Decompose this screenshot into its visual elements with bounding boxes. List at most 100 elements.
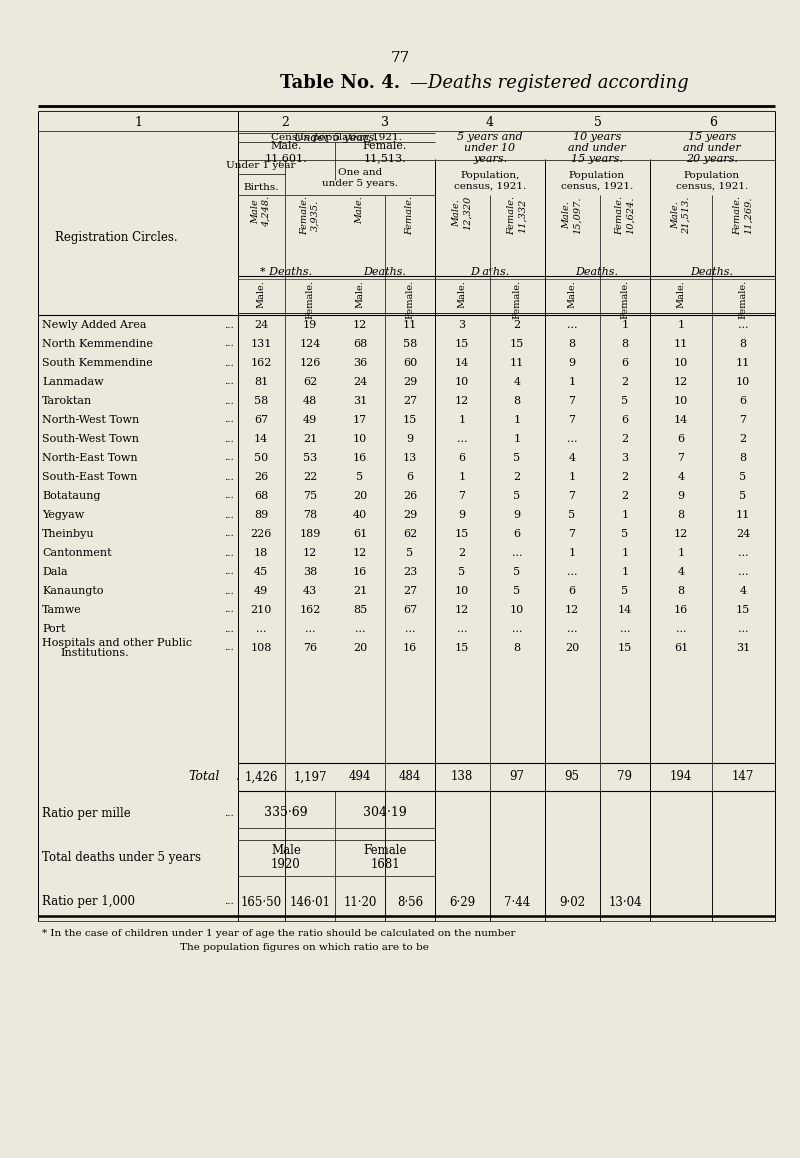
Text: 20: 20 bbox=[353, 491, 367, 501]
Text: 16: 16 bbox=[674, 604, 688, 615]
Text: Male.: Male. bbox=[257, 280, 266, 308]
Text: 5: 5 bbox=[622, 529, 629, 538]
Text: ...: ... bbox=[512, 624, 522, 633]
Text: 7·44: 7·44 bbox=[504, 895, 530, 909]
Text: 11: 11 bbox=[736, 358, 750, 368]
Text: 14: 14 bbox=[254, 434, 268, 444]
Text: 14: 14 bbox=[618, 604, 632, 615]
Text: Ratio per mille: Ratio per mille bbox=[42, 806, 130, 820]
Text: 13: 13 bbox=[403, 453, 417, 463]
Text: 20 years.: 20 years. bbox=[686, 154, 738, 164]
Text: 10: 10 bbox=[674, 396, 688, 406]
Text: 43: 43 bbox=[303, 586, 317, 596]
Text: 62: 62 bbox=[403, 529, 417, 538]
Text: 5: 5 bbox=[514, 586, 521, 596]
Text: ...: ... bbox=[224, 606, 234, 615]
Text: Population: Population bbox=[684, 171, 740, 181]
Text: 2: 2 bbox=[622, 378, 629, 387]
Text: ...: ... bbox=[457, 624, 467, 633]
Text: Institutions.: Institutions. bbox=[60, 648, 129, 658]
Text: 67: 67 bbox=[254, 415, 268, 425]
Text: ...: ... bbox=[224, 454, 234, 462]
Text: 8: 8 bbox=[739, 339, 746, 349]
Text: 7: 7 bbox=[678, 453, 685, 463]
Text: Female: Female bbox=[363, 844, 406, 858]
Text: 226: 226 bbox=[250, 529, 272, 538]
Text: 1681: 1681 bbox=[370, 858, 400, 872]
Text: Registration Circles.: Registration Circles. bbox=[55, 232, 178, 244]
Text: ...: ... bbox=[676, 624, 686, 633]
Text: 1: 1 bbox=[622, 510, 629, 520]
Text: 11: 11 bbox=[736, 510, 750, 520]
Text: 49: 49 bbox=[303, 415, 317, 425]
Text: 26: 26 bbox=[254, 472, 268, 482]
Text: 89: 89 bbox=[254, 510, 268, 520]
Text: 146·01: 146·01 bbox=[290, 895, 330, 909]
Text: 40: 40 bbox=[353, 510, 367, 520]
Text: ...: ... bbox=[738, 624, 748, 633]
Text: 58: 58 bbox=[254, 396, 268, 406]
Text: 21: 21 bbox=[353, 586, 367, 596]
Text: Male.: Male. bbox=[567, 280, 577, 308]
Text: 12: 12 bbox=[674, 378, 688, 387]
Text: ...: ... bbox=[224, 644, 234, 652]
Text: Taroktan: Taroktan bbox=[42, 396, 92, 406]
Text: 22: 22 bbox=[303, 472, 317, 482]
Text: D aᶜhs.: D aᶜhs. bbox=[470, 267, 510, 277]
Text: ...: ... bbox=[566, 567, 578, 577]
Text: Male.
12,320: Male. 12,320 bbox=[452, 196, 472, 230]
Text: 6: 6 bbox=[569, 586, 575, 596]
Text: 1: 1 bbox=[569, 472, 575, 482]
Text: 23: 23 bbox=[403, 567, 417, 577]
Text: Male.: Male. bbox=[355, 196, 365, 223]
Text: ...: ... bbox=[224, 529, 234, 538]
Text: 6·29: 6·29 bbox=[449, 895, 475, 909]
Text: 1: 1 bbox=[569, 548, 575, 558]
Text: ...: ... bbox=[738, 320, 748, 330]
Text: 2: 2 bbox=[622, 434, 629, 444]
Text: 50: 50 bbox=[254, 453, 268, 463]
Text: 15 years: 15 years bbox=[688, 132, 736, 142]
Text: 11: 11 bbox=[674, 339, 688, 349]
Text: Male.
15,097.: Male. 15,097. bbox=[562, 196, 582, 234]
Text: .: . bbox=[236, 770, 240, 784]
Text: 24: 24 bbox=[736, 529, 750, 538]
Text: 4: 4 bbox=[678, 472, 685, 482]
Text: Yegyaw: Yegyaw bbox=[42, 510, 84, 520]
Text: ...: ... bbox=[224, 321, 234, 330]
Text: 60: 60 bbox=[403, 358, 417, 368]
Text: 24: 24 bbox=[254, 320, 268, 330]
Text: ...: ... bbox=[224, 378, 234, 387]
Text: 5: 5 bbox=[739, 472, 746, 482]
Text: 2: 2 bbox=[458, 548, 466, 558]
Text: census, 1921.: census, 1921. bbox=[676, 182, 748, 191]
Text: 20: 20 bbox=[565, 643, 579, 653]
Text: 12: 12 bbox=[674, 529, 688, 538]
Text: ...: ... bbox=[224, 567, 234, 577]
Text: 5: 5 bbox=[622, 586, 629, 596]
Text: * Deaths.: * Deaths. bbox=[260, 267, 312, 277]
Text: 494: 494 bbox=[349, 770, 371, 784]
Text: Female.
10,624.: Female. 10,624. bbox=[615, 196, 634, 235]
Text: 45: 45 bbox=[254, 567, 268, 577]
Text: Population: Population bbox=[569, 171, 625, 181]
Text: 189: 189 bbox=[299, 529, 321, 538]
Text: 15: 15 bbox=[510, 339, 524, 349]
Text: 7: 7 bbox=[569, 491, 575, 501]
Text: 6: 6 bbox=[406, 472, 414, 482]
Text: 12: 12 bbox=[303, 548, 317, 558]
Text: 2: 2 bbox=[514, 320, 521, 330]
Text: 31: 31 bbox=[353, 396, 367, 406]
Text: 29: 29 bbox=[403, 510, 417, 520]
Text: ...: ... bbox=[224, 897, 234, 907]
Text: North-East Town: North-East Town bbox=[42, 453, 138, 463]
Text: Newly Added Area: Newly Added Area bbox=[42, 320, 146, 330]
Text: 27: 27 bbox=[403, 396, 417, 406]
Text: 194: 194 bbox=[670, 770, 692, 784]
Text: Lanmadaw: Lanmadaw bbox=[42, 378, 104, 387]
Text: census, 1921.: census, 1921. bbox=[561, 182, 633, 191]
Text: Under 1 year: Under 1 year bbox=[226, 161, 296, 170]
Text: 53: 53 bbox=[303, 453, 317, 463]
Text: 29: 29 bbox=[403, 378, 417, 387]
Text: 95: 95 bbox=[565, 770, 579, 784]
